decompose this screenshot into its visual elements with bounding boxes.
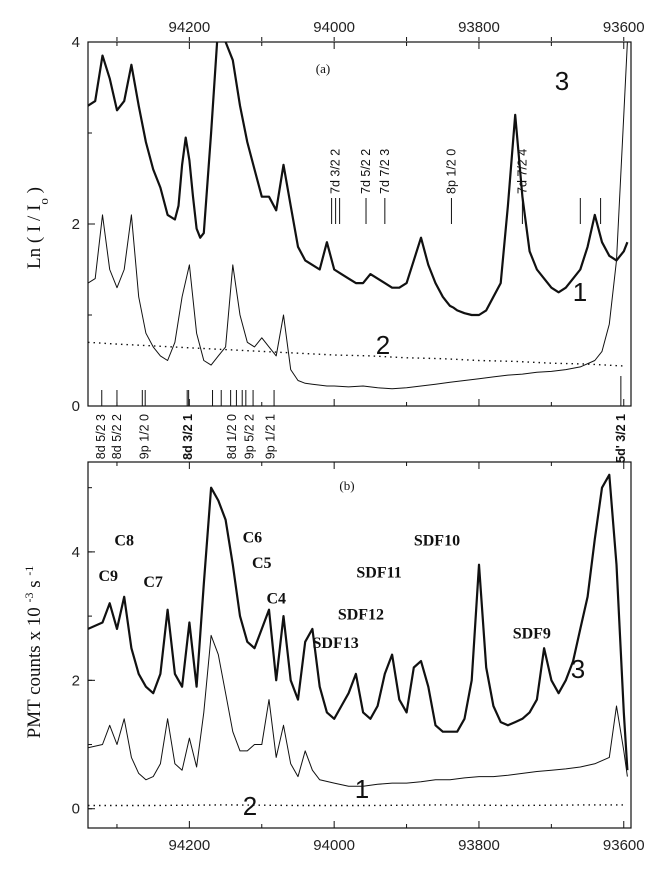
y-tick-label: 0 xyxy=(72,801,80,818)
level-label: 5d' 3/2 1 xyxy=(614,414,628,463)
annotation-label: 7d 3/2 2 xyxy=(329,149,343,194)
y-tick-label: 4 xyxy=(72,544,80,561)
level-label: 9p 1/2 1 xyxy=(263,414,277,459)
x-tick-label: 93600 xyxy=(603,837,645,854)
annotation-label: 7d 5/2 2 xyxy=(359,149,373,194)
peak-label: C6 xyxy=(243,529,263,546)
x-tick-label: 93800 xyxy=(458,837,500,854)
level-label: 9p 5/2 2 xyxy=(242,414,256,459)
peak-label: SDF9 xyxy=(513,626,551,643)
series-line-2 xyxy=(88,804,624,807)
y-tick-label: 2 xyxy=(72,672,80,689)
series-group xyxy=(88,42,629,390)
panel-b-plot: 0 2 4 94200 94000 93800 93600 1 2 3 C9 C8 C7 C6 C5 C4 SD… xyxy=(72,462,645,854)
panel-b-frame xyxy=(87,461,632,829)
annotation-label: 7d 7/2 3 xyxy=(378,149,392,194)
level-label: 9p 1/2 0 xyxy=(137,414,151,459)
peak-label: SDF11 xyxy=(356,565,401,582)
peak-label: SDF12 xyxy=(338,606,384,623)
peak-label: C4 xyxy=(266,590,286,607)
panel-b-ylabel: PMT counts x 10 -3 s -1 xyxy=(22,566,45,739)
series-group xyxy=(88,473,629,807)
x-tick-label: 94000 xyxy=(313,837,355,854)
peak-label: C7 xyxy=(143,574,163,591)
level-label: 8d 1/2 0 xyxy=(225,414,239,459)
annotation-label: 7d 7/2 4 xyxy=(515,149,529,194)
series-line-3 xyxy=(88,42,629,317)
curve-number-label: 2 xyxy=(376,330,390,360)
panel-b-tag: (b) xyxy=(339,478,354,493)
peak-label: C5 xyxy=(252,555,272,572)
series-line-1 xyxy=(88,634,628,787)
peak-label: C9 xyxy=(98,568,118,585)
y-tick-label: 2 xyxy=(72,216,80,233)
peak-label: SDF13 xyxy=(312,635,358,652)
annotation-label: 8p 1/2 0 xyxy=(444,149,458,194)
panel-a-ylabel: Ln ( I / Io ) xyxy=(24,187,51,269)
x-tick-label: 94000 xyxy=(313,19,355,36)
x-tick-label: 93600 xyxy=(603,19,645,36)
panel-a-tag: (a) xyxy=(316,61,330,76)
peak-label: SDF10 xyxy=(414,532,460,549)
x-tick-label: 94200 xyxy=(169,19,211,36)
curve-number-label: 3 xyxy=(555,66,569,96)
curve-number-label: 2 xyxy=(243,791,257,821)
level-label: 8d 5/2 3 xyxy=(94,414,108,459)
curve-number-label: 1 xyxy=(573,277,587,307)
series-line-2 xyxy=(88,341,624,367)
curve-number-label: 3 xyxy=(571,654,585,684)
y-tick-label: 4 xyxy=(72,34,80,51)
x-tick-label: 93800 xyxy=(458,19,500,36)
level-label: 8d 5/2 2 xyxy=(110,414,124,459)
peak-label: C8 xyxy=(114,532,134,549)
y-tick-label: 0 xyxy=(72,398,80,415)
series-line-1 xyxy=(88,42,628,390)
x-tick-label: 94200 xyxy=(169,837,211,854)
panel-a-plot: 0 2 4 94200 94000 93800 93600 1 2 3 7d 3/2 2 7d 5/2… xyxy=(72,19,645,463)
panel-a-frame xyxy=(87,41,632,407)
series-line-3 xyxy=(88,473,629,771)
curve-number-label: 1 xyxy=(355,774,369,804)
level-label: 8d 3/2 1 xyxy=(181,414,195,460)
